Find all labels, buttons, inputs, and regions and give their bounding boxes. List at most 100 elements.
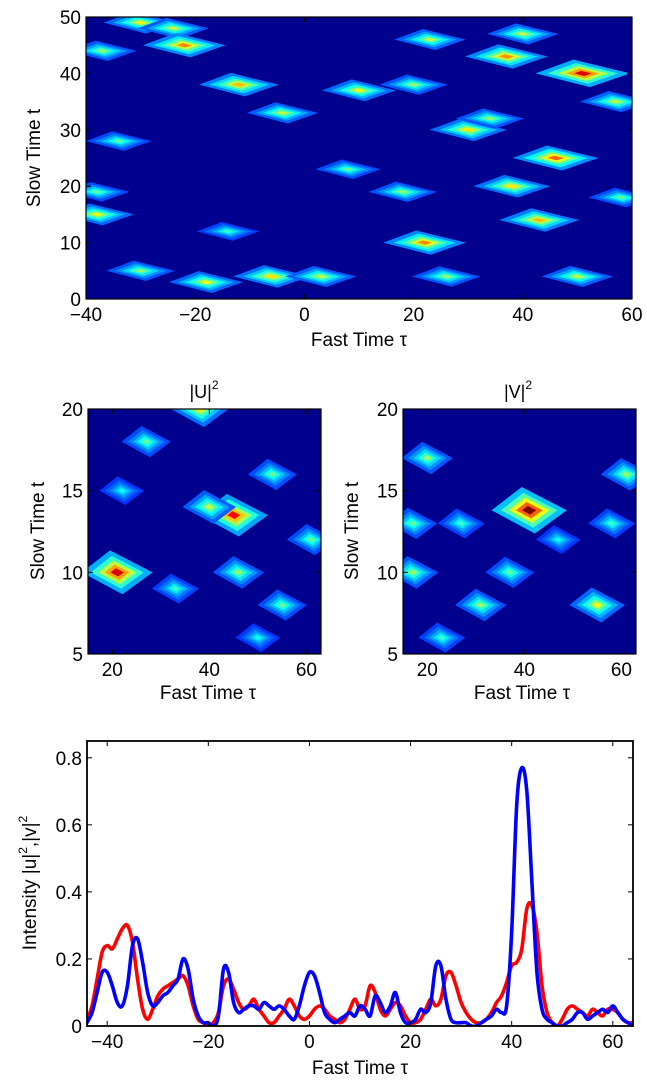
heatmap-1-peak: [198, 72, 279, 97]
heatmap-v-peak: [437, 508, 485, 539]
heatmap-1-x-tick-label: 60: [621, 305, 642, 326]
heatmap-v-peak-contour: [407, 569, 418, 576]
heatmap-1-peak: [487, 23, 559, 45]
heatmap-1-peak-contour: [275, 110, 290, 115]
heatmap-u-peak-contour: [306, 536, 316, 543]
heatmap-1-peak-contour: [423, 37, 437, 42]
heatmap-u-peak: [247, 458, 298, 490]
heatmap-v-title: |V|2: [504, 378, 532, 402]
heatmap-u-peak-contour: [204, 503, 215, 511]
heatmap-1-peak-contour: [608, 99, 623, 104]
heatmap-u-peak: [212, 556, 265, 589]
heatmap-v-y-tick-label: 20: [377, 400, 398, 421]
heatmap-1-peak: [455, 108, 525, 129]
heatmap-1-peak: [379, 74, 448, 95]
heatmap-1-y-tick-label: 10: [60, 234, 81, 255]
heatmap-1-ticks: −40 −20 0 20 40 60 0 10 20 30 40 50: [60, 8, 643, 326]
heatmap-u-title: |U|2: [189, 378, 218, 402]
heatmap-v-peak: [588, 508, 636, 539]
heatmap-v-peak-contour: [607, 520, 617, 527]
heatmap-1-peak-contour: [573, 70, 592, 76]
heatmap-u-ticks: 20 40 60 5 10 15 20: [62, 400, 321, 681]
heatmap-1-peak-contour: [89, 212, 104, 217]
heatmap-v-peak-contour: [422, 454, 433, 462]
heatmap-1-peak-contour: [396, 189, 410, 194]
heatmap-1-peak-contour: [134, 268, 148, 273]
line-plot-x-tick-label: 40: [501, 1032, 522, 1053]
heatmap-u-peak-contour: [170, 585, 180, 592]
line-plot-x-tick-label: −20: [192, 1032, 224, 1053]
heatmap-v-peak-contour: [408, 520, 418, 527]
heatmap-1-peak: [86, 40, 137, 62]
heatmap-1-peak: [499, 208, 580, 232]
heatmap-1-x-axis-label: Fast Time τ: [311, 330, 408, 351]
heatmap-1-peak-contour: [95, 48, 109, 53]
heatmap-u-x-axis-label: Fast Time τ: [160, 683, 257, 704]
heatmap-1-peak-contour: [483, 116, 497, 121]
heatmap-u-peak: [170, 409, 229, 428]
heatmap-1-y-tick-label: 30: [60, 121, 81, 142]
heatmap-1-peak: [106, 260, 175, 281]
heatmap-1-peak-contour: [531, 217, 547, 223]
heatmap-u-x-tick-label: 60: [296, 660, 317, 681]
line-plot-y-tick-label: 0.4: [56, 883, 83, 904]
heatmap-1-peak: [169, 271, 244, 294]
heatmap-1-peak: [383, 230, 466, 255]
heatmap-1-peak-contour: [341, 167, 355, 172]
line-plot-x-tick-label: 20: [400, 1032, 421, 1053]
heatmap-u-peak-contour: [233, 569, 244, 576]
heatmap-u-peak: [286, 524, 321, 556]
heatmap-v-peak-contour: [591, 601, 603, 609]
heatmap-v-peak: [418, 622, 466, 653]
heatmap-u-peak: [151, 573, 199, 604]
heatmap-1-peak-contour: [90, 190, 104, 194]
heatmap-u-y-tick-label: 15: [62, 482, 83, 503]
heatmap-v-x-tick-label: 20: [417, 660, 438, 681]
heatmap-u-peak: [88, 550, 153, 595]
line-plot-y-axis-label: Intensity |u|2,|v|2: [16, 815, 41, 950]
heatmap-v-peak: [455, 588, 507, 622]
heatmap-v-peak: [600, 458, 636, 491]
heatmap-u-peak-contour: [227, 511, 241, 520]
heatmap-u-peak-contour: [189, 409, 210, 416]
heatmap-1-peak: [137, 17, 209, 39]
heatmap-1-peak-contour: [516, 31, 530, 36]
heatmap-1-peak-contour: [176, 42, 193, 48]
heatmap-v-peak: [403, 556, 439, 589]
heatmap-v-x-tick-label: 60: [611, 660, 632, 681]
heatmap-1-peak: [233, 265, 311, 288]
heatmap-1-peak-contour: [570, 274, 585, 279]
heatmap-v-peaks: [403, 441, 636, 653]
line-plot-y-tick-label: 0.2: [56, 950, 82, 971]
heatmap-1-x-tick-label: 0: [299, 305, 310, 326]
heatmap-u-peak-contour: [267, 471, 278, 478]
line-plot-frame: [86, 740, 634, 1027]
line-plot-y-tick-label: 0.8: [56, 749, 82, 770]
heatmap-1-peak: [285, 265, 357, 287]
heatmap-1-y-tick-label: 40: [60, 64, 81, 85]
heatmap-1-peak: [86, 131, 152, 151]
heatmap-1-peak-contour: [133, 20, 148, 25]
heatmap-1-peak: [368, 181, 437, 203]
heatmap-u-peak-contour: [277, 602, 287, 608]
heatmap-v-peak-contour: [621, 471, 632, 478]
heatmap-u-y-axis-label: Slow Time t: [28, 481, 49, 580]
heatmap-1-peak-contour: [407, 82, 421, 87]
heatmap-v-x-tick-label: 40: [514, 660, 535, 681]
heatmap-u-frame: [87, 408, 322, 655]
heatmap-1-peak-contour: [264, 274, 279, 279]
heatmap-u-peak: [257, 589, 307, 621]
heatmap-v-peak: [535, 525, 581, 555]
heatmap-1-peak: [86, 182, 130, 202]
line-plot-x-tick-label: −40: [91, 1032, 123, 1053]
heatmap-v-peak-contour: [437, 634, 447, 641]
heatmap-1-peak: [473, 174, 551, 198]
heatmap-v-peak-contour: [475, 601, 486, 609]
heatmap-1-x-tick-label: 20: [403, 305, 424, 326]
line-plot-x-tick-label: 0: [304, 1032, 315, 1053]
heatmap-u-peak: [121, 426, 171, 458]
heatmap-1-y-tick-label: 50: [60, 8, 81, 29]
heatmap-1-peak-contour: [504, 184, 520, 189]
heatmap-v-y-tick-label: 15: [377, 482, 398, 503]
